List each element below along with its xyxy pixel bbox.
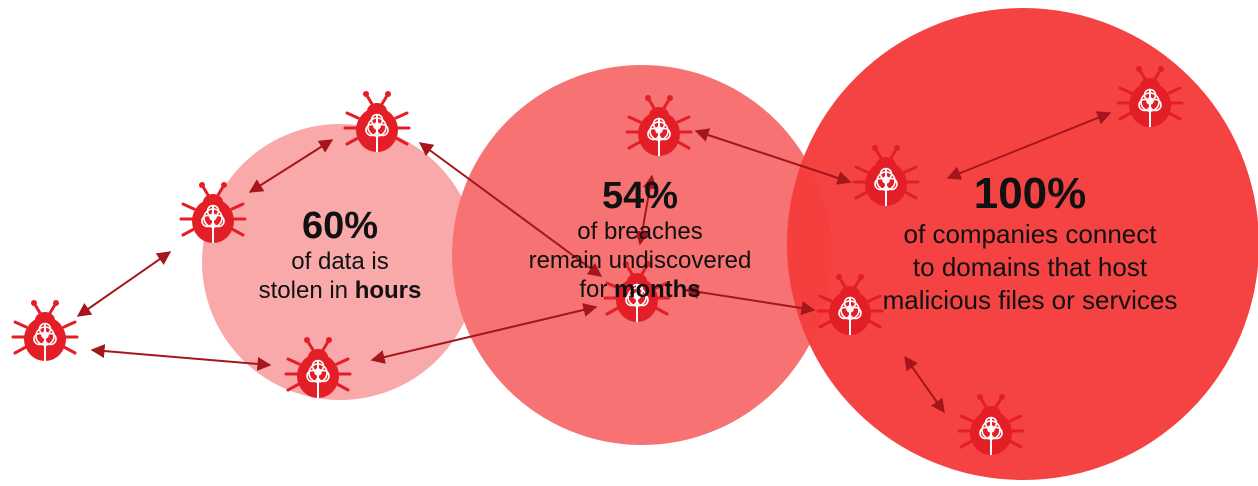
biohazard-icon [1138,88,1162,112]
stat-line: remain undiscovered [528,247,752,274]
double-arrow-connector [90,344,272,371]
double-arrow-connector [418,142,603,277]
virus-bug-icon [1116,66,1184,127]
virus-bug-icon [625,95,693,156]
stat-emphasis: months [614,276,701,303]
stat-emphasis: hours [354,277,422,304]
stat-malicious-domains: 100% of companies connect to domains tha… [815,170,1245,317]
bug-icon [846,138,926,223]
stat-line: of breaches [577,218,703,245]
stat-percent: 54% [601,175,679,217]
double-arrow-connector [684,285,816,315]
double-arrow-connector [248,139,334,193]
virus-bug-icon [603,261,671,322]
virus-bug-icon [11,300,79,361]
biohazard-icon [838,296,862,320]
virus-bug-icon [284,337,352,398]
virus-bug-icon [957,394,1025,455]
biohazard-icon [979,416,1003,440]
stat-data-stolen: 60% of data is stolen in hours [225,205,455,305]
stat-line: to domains that host [912,252,1148,282]
stat-line: for months [470,275,810,304]
stat-percent: 100% [973,169,1087,218]
double-arrow-connector [76,251,172,317]
virus-bug-icon [179,182,247,243]
biohazard-icon [201,204,225,228]
bug-icon [1110,59,1190,144]
biohazard-icon [33,322,57,346]
biohazard-icon [625,283,649,307]
virus-bug-icon [343,91,411,152]
biohazard-icon [647,117,671,141]
bug-icon [597,254,677,339]
double-arrow-connector [946,111,1112,180]
bug-icon [951,387,1031,472]
virus-bug-icon [852,145,920,206]
stat-line: malicious files or services [882,285,1178,315]
stat-text: stolen in [258,277,355,304]
stat-line: of data is [291,248,389,275]
double-arrow-connector [904,355,945,414]
double-arrow-connector [635,174,657,246]
double-arrow-connector [370,303,598,364]
bug-icon [5,293,85,378]
stat-percent: 60% [301,205,379,247]
bug-icon [619,88,699,173]
bug-icon [173,175,253,260]
bug-icon [337,84,417,169]
stat-text: for [579,276,614,303]
bug-icon [278,330,358,415]
stat-breaches-undiscovered: 54% of breaches remain undiscovered for … [470,175,810,304]
bug-icon [810,267,890,352]
biohazard-icon [874,167,898,191]
biohazard-icon [306,359,330,383]
double-arrow-connector [694,128,852,185]
stat-line: of companies connect [903,219,1157,249]
biohazard-icon [365,113,389,137]
stat-line: stolen in hours [225,276,455,305]
virus-bug-icon [816,274,884,335]
